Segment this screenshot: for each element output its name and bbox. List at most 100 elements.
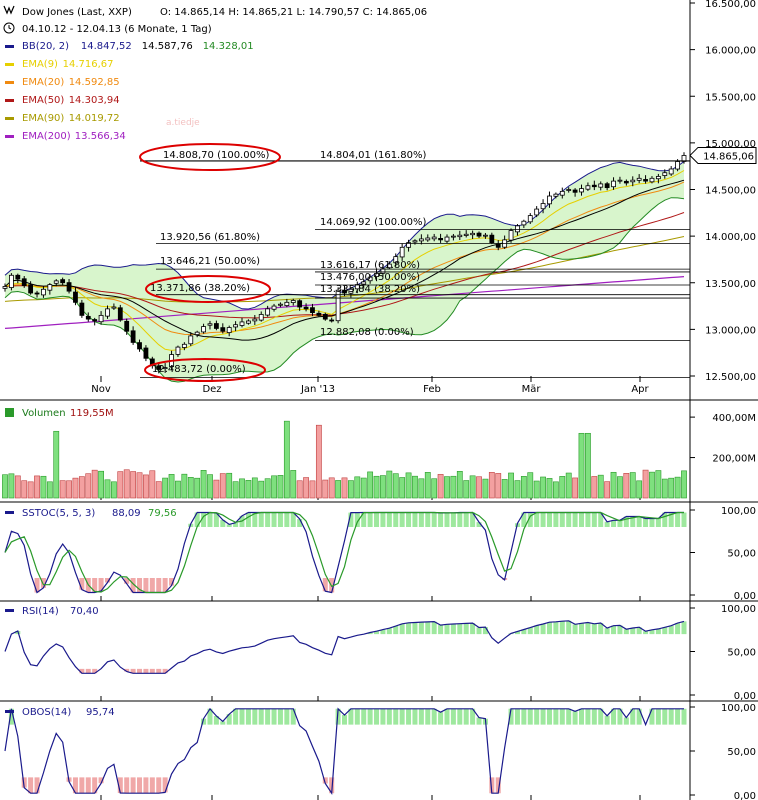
price-y-tick-label: 15.500,00	[705, 92, 756, 103]
legend-entry-name: EMA(90)	[22, 113, 64, 124]
ema50-line	[4, 212, 685, 319]
candle-body	[361, 281, 367, 285]
fib-level-label: 14.069,92 (100.00%)	[320, 217, 426, 228]
legend-entry-value: 14.592,85	[69, 77, 120, 88]
price-y-tick-label: 14.000,00	[705, 232, 756, 243]
candle-body	[290, 300, 296, 304]
fib-level-label: 12.483,72 (0.00%)	[152, 364, 246, 375]
candle-body	[53, 280, 59, 284]
fib-level-label: 13.476,00 (50.00%)	[320, 272, 420, 283]
legend-swatch	[5, 63, 14, 66]
volume-bar	[354, 476, 361, 499]
volume-bar	[175, 480, 181, 499]
volume-bar	[386, 470, 393, 499]
candle-body	[655, 176, 661, 180]
candle-body	[598, 183, 604, 188]
volume-bar	[219, 473, 226, 499]
candle-body	[547, 195, 552, 205]
volume-bar	[597, 474, 604, 499]
candle-body	[585, 185, 591, 190]
rsi-icon	[5, 609, 14, 612]
candle-body	[175, 346, 181, 355]
volume-bar	[348, 480, 354, 499]
month-label: Feb	[423, 384, 441, 395]
volume-bar	[123, 469, 130, 499]
volume-bar	[450, 475, 457, 499]
volume-bar	[181, 473, 188, 499]
rsi-y-tick-label: 50,00	[727, 648, 756, 659]
candle-body	[418, 238, 424, 242]
volume-bar	[488, 472, 495, 499]
legend-entry-value: 14.716,67	[63, 59, 114, 70]
fib-level-label: 13.920,56 (61.80%)	[160, 232, 260, 243]
candle-body	[399, 246, 405, 258]
month-label: Nov	[91, 384, 111, 395]
volume-bar	[604, 481, 611, 499]
legend-entry-value: 14.587,76	[142, 41, 193, 52]
volume-bar	[655, 470, 662, 499]
sstoc-line	[4, 511, 684, 594]
volume-bar	[78, 476, 85, 499]
volume-bar	[232, 481, 239, 499]
price-y-tick-label: 15.000,00	[705, 139, 756, 150]
sstoc-value-d: 79,56	[148, 508, 177, 519]
last-price-tag	[689, 146, 757, 164]
volume-bar	[40, 475, 47, 499]
legend-entry-name: EMA(200)	[22, 131, 71, 142]
volume-bar	[110, 481, 117, 499]
ema90-line	[4, 236, 685, 303]
candle-body	[34, 292, 40, 295]
volume-bar	[469, 475, 476, 499]
candle-body	[66, 282, 72, 292]
candle-body	[675, 161, 680, 170]
candle-body	[534, 208, 540, 216]
volume-bar	[155, 481, 162, 499]
volume-bar	[444, 476, 450, 499]
volume-bar	[540, 476, 546, 499]
candle-body	[124, 320, 130, 332]
sstoc-y-tick-label: 50,00	[727, 549, 756, 560]
volume-bar	[335, 480, 341, 499]
volume-bar	[149, 470, 156, 499]
candle-body	[303, 306, 309, 310]
volume-bar	[668, 477, 675, 499]
candle-body	[162, 367, 168, 370]
volume-bar	[207, 474, 213, 499]
volume-bar	[226, 472, 233, 499]
volume-bar	[8, 473, 15, 499]
candle-body	[406, 242, 411, 248]
price-y-tick-label: 16.500,00	[705, 0, 756, 10]
candle-body	[239, 321, 245, 326]
volume-bar	[495, 473, 502, 499]
candle-body	[137, 342, 142, 350]
candle-body	[105, 308, 110, 317]
volume-bar	[53, 430, 60, 499]
candle-body	[662, 172, 668, 176]
volume-bar	[251, 477, 258, 499]
legend-entry-value: 14.303,94	[69, 95, 120, 106]
candle-body	[630, 179, 636, 183]
sstoc-y-tick-label: 0,00	[734, 591, 756, 602]
candle-body	[220, 327, 226, 332]
candle-body	[322, 313, 328, 320]
volume-bar	[14, 475, 21, 499]
volume-bar	[194, 477, 201, 499]
volume-bar	[27, 481, 34, 499]
candle-body	[284, 301, 290, 306]
volume-bar	[66, 480, 72, 499]
volume-bar	[591, 476, 598, 499]
candle-body	[246, 320, 251, 324]
volume-bar	[328, 477, 335, 499]
fib-level-label: 13.335,84 (38.20%)	[320, 284, 420, 295]
obos-y-tick-label: 0,00	[734, 791, 756, 800]
volume-bar	[642, 469, 649, 499]
volume-bar	[283, 420, 290, 499]
volume-bar	[245, 480, 252, 499]
volume-bar	[617, 476, 623, 499]
price-y-tick-label: 12.500,00	[705, 372, 756, 383]
legend-entry-name: BB(20, 2)	[22, 41, 69, 52]
candle-body	[636, 177, 642, 181]
candle-body	[431, 236, 437, 240]
candle-body	[9, 274, 14, 288]
